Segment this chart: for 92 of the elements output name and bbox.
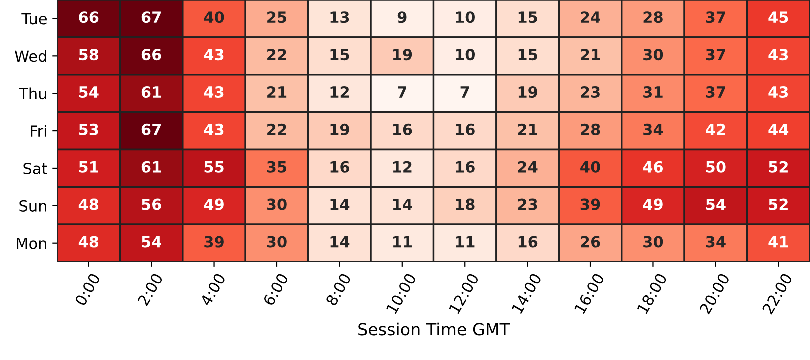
data-label: 61: [142, 161, 162, 173]
data-label: 44: [768, 124, 789, 136]
data-label: 14: [330, 198, 350, 210]
data-label: 19: [393, 49, 412, 61]
y-tick-label: Sun: [20, 200, 46, 212]
data-label: 50: [706, 161, 726, 173]
data-label: 34: [644, 124, 664, 136]
data-label: 48: [78, 236, 99, 248]
data-label: 43: [768, 86, 788, 98]
data-label: 7: [460, 86, 470, 98]
data-label: 37: [706, 49, 726, 61]
data-label: 15: [330, 49, 350, 61]
data-label: 12: [393, 161, 412, 173]
data-label: 25: [268, 12, 287, 24]
data-label: 12: [330, 86, 349, 98]
data-label: 43: [768, 49, 788, 61]
data-label: 21: [581, 49, 600, 60]
data-label: 30: [644, 236, 664, 248]
data-label: 19: [518, 86, 538, 98]
data-label: 16: [456, 124, 475, 136]
data-label: 31: [644, 86, 663, 98]
data-label: 48: [78, 198, 99, 210]
data-label: 15: [518, 49, 538, 61]
data-label: 28: [581, 124, 600, 136]
data-label: 22: [268, 49, 286, 60]
y-tick-label: Fri: [31, 125, 46, 137]
y-tick-label: Wed: [14, 50, 46, 62]
data-label: 53: [79, 124, 98, 136]
data-label: 14: [393, 198, 412, 210]
data-label: 40: [204, 12, 224, 24]
data-label: 10: [456, 49, 476, 61]
data-label: 19: [330, 124, 350, 136]
data-label: 54: [706, 198, 726, 210]
data-label: 52: [769, 161, 788, 173]
data-label: 30: [267, 198, 287, 210]
data-label: 61: [142, 86, 162, 98]
data-label: 11: [456, 236, 475, 248]
data-label: 7: [398, 86, 406, 98]
data-label: 14: [330, 236, 350, 248]
data-label: 15: [518, 12, 538, 24]
y-tick-label: Mon: [17, 238, 46, 250]
data-label: 56: [142, 198, 162, 210]
data-label: 16: [393, 124, 412, 136]
data-label: 66: [79, 12, 99, 24]
data-label: 23: [581, 86, 600, 98]
data-label: 28: [644, 12, 663, 24]
data-label: 10: [456, 12, 476, 24]
data-label: 30: [267, 236, 287, 248]
data-label: 13: [330, 12, 350, 24]
data-label: 18: [456, 198, 475, 210]
data-label: 23: [518, 198, 538, 210]
data-label: 21: [518, 124, 538, 136]
data-label: 41: [768, 236, 788, 248]
data-label: 52: [769, 198, 788, 210]
data-label: 43: [204, 86, 224, 98]
data-label: 34: [706, 236, 726, 248]
data-label: 43: [204, 124, 224, 136]
data-label: 49: [643, 198, 663, 210]
data-label: 49: [204, 198, 224, 210]
data-label: 67: [142, 12, 161, 24]
data-label: 46: [643, 161, 664, 173]
data-label: 54: [142, 236, 162, 248]
data-label: 11: [393, 236, 412, 248]
data-label: 26: [581, 236, 600, 248]
data-label: 37: [706, 86, 726, 98]
data-label: 16: [456, 161, 475, 173]
data-label: 16: [330, 161, 350, 173]
data-label: 45: [768, 12, 788, 24]
data-label: 24: [581, 12, 600, 23]
y-tick-label: Sat: [24, 162, 48, 174]
data-label: 40: [580, 161, 600, 173]
y-tick-label: Tue: [22, 13, 47, 25]
data-label: 67: [142, 124, 161, 136]
data-label: 51: [79, 162, 98, 173]
data-label: 43: [204, 49, 224, 61]
data-label: 24: [518, 161, 538, 173]
data-label: 42: [706, 124, 726, 136]
data-label: 39: [204, 236, 224, 248]
data-label: 37: [706, 12, 726, 24]
data-label: 30: [644, 49, 664, 61]
data-label: 21: [268, 86, 287, 98]
data-label: 35: [267, 161, 287, 173]
data-label: 16: [518, 236, 538, 248]
data-label: 39: [580, 198, 600, 210]
data-label: 66: [142, 49, 162, 61]
y-tick-label: Thu: [19, 88, 46, 100]
data-label: 22: [268, 124, 286, 136]
data-label: 9: [398, 12, 407, 24]
data-label: 58: [79, 49, 99, 61]
data-label: 54: [79, 86, 99, 98]
data-label: 55: [204, 162, 224, 173]
x-axis-title: Session Time GMT: [358, 322, 510, 336]
